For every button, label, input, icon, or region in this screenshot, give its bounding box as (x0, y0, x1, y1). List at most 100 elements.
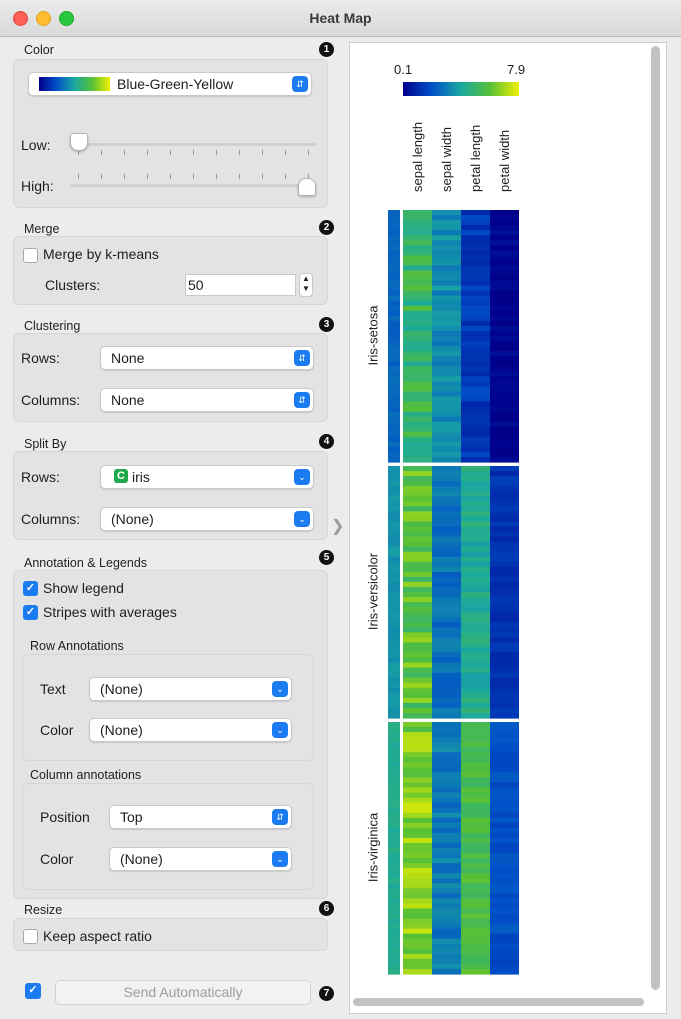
row-group-label: Iris-virginica (365, 812, 381, 883)
column-color-label: Color (40, 851, 74, 867)
clustering-columns-select[interactable]: None ⇵ (100, 388, 314, 412)
horizontal-scrollbar[interactable] (353, 998, 644, 1006)
clustering-rows-value: None (111, 350, 145, 366)
slider-tick (308, 174, 309, 179)
slider-thumb[interactable] (70, 133, 88, 151)
title-bar: Heat Map (0, 0, 681, 37)
split-columns-value: (None) (111, 511, 154, 527)
high-slider[interactable] (70, 171, 316, 201)
chevron-updown-icon: ⇵ (294, 350, 310, 366)
color-box: Blue-Green-Yellow ⇵ Low: High: (13, 59, 328, 208)
position-label: Position (40, 809, 90, 825)
chevron-right-icon[interactable]: ❯ (331, 518, 345, 535)
clustering-section-title: Clustering (24, 319, 81, 333)
slider-tick (147, 150, 148, 155)
badge-6: 6 (319, 901, 334, 916)
row-text-value: (None) (100, 681, 143, 697)
slider-tick (101, 150, 102, 155)
column-color-value: (None) (120, 851, 163, 867)
chevron-updown-icon: ⇵ (272, 809, 288, 825)
badge-7: 7 (319, 986, 334, 1001)
clusters-value: 50 (188, 277, 204, 293)
slider-tick (170, 174, 171, 179)
split-columns-select[interactable]: (None) ⌄ (100, 507, 314, 531)
keep-aspect-label: Keep aspect ratio (43, 928, 152, 944)
merge-section-title: Merge (24, 222, 60, 236)
window-title: Heat Map (309, 10, 372, 26)
stripes-label: Stripes with averages (43, 604, 177, 620)
slider-tick (262, 150, 263, 155)
chevron-down-icon: ⌄ (272, 681, 288, 697)
slider-tick (147, 174, 148, 179)
stripes-checkbox[interactable]: ✓ (23, 605, 38, 620)
show-legend-checkbox[interactable]: ✓ (23, 581, 38, 596)
slider-tick (78, 150, 79, 155)
row-text-select[interactable]: (None) ⌄ (89, 677, 292, 701)
row-annotations-title: Row Annotations (30, 639, 124, 653)
clustering-rows-select[interactable]: None ⇵ (100, 346, 314, 370)
clustering-rows-label: Rows: (21, 350, 60, 366)
row-color-value: (None) (100, 722, 143, 738)
slider-tick (170, 150, 171, 155)
keep-aspect-checkbox[interactable] (23, 929, 38, 944)
split-section-title: Split By (24, 437, 67, 451)
chevron-down-icon: ⌄ (272, 851, 288, 867)
badge-3: 3 (319, 317, 334, 332)
row-annotations-box: Text (None) ⌄ Color (None) ⌄ (22, 654, 314, 761)
merge-checkbox[interactable] (23, 248, 38, 263)
slider-track (70, 143, 316, 146)
slider-tick (262, 174, 263, 179)
slider-tick (239, 150, 240, 155)
row-color-select[interactable]: (None) ⌄ (89, 718, 292, 742)
chevron-down-icon: ⌄ (294, 469, 310, 485)
chevron-updown-icon: ⇵ (292, 76, 308, 92)
palette-name: Blue-Green-Yellow (117, 76, 234, 92)
chevron-down-icon: ⌄ (294, 511, 310, 527)
slider-tick (124, 150, 125, 155)
column-annotations-title: Column annotations (30, 768, 142, 782)
split-columns-label: Columns: (21, 511, 81, 527)
slider-thumb[interactable] (298, 178, 316, 196)
slider-track (70, 184, 316, 187)
column-annotations-box: Position Top ⇵ Color (None) ⌄ (22, 783, 314, 890)
close-window-button[interactable] (13, 11, 28, 26)
row-group-label: Iris-setosa (365, 305, 381, 366)
resize-section-title: Resize (24, 903, 63, 917)
merge-box: Merge by k-means Clusters: 50 ▲ ▼ (13, 236, 328, 305)
clustering-columns-label: Columns: (21, 392, 81, 408)
clustering-columns-value: None (111, 392, 145, 408)
row-text-label: Text (40, 681, 66, 697)
badge-5: 5 (319, 550, 334, 565)
column-label: petal length (468, 124, 483, 192)
color-section-title: Color (24, 43, 54, 57)
split-rows-select[interactable]: C iris ⌄ (100, 465, 314, 489)
slider-tick (308, 150, 309, 155)
minimize-window-button[interactable] (36, 11, 51, 26)
clusters-stepper[interactable]: ▲ ▼ (299, 273, 313, 297)
slider-tick (239, 174, 240, 179)
position-select[interactable]: Top ⇵ (109, 805, 292, 829)
badge-4: 4 (319, 434, 334, 449)
column-color-select[interactable]: (None) ⌄ (109, 847, 292, 871)
show-legend-label: Show legend (43, 580, 124, 596)
slider-tick (216, 150, 217, 155)
palette-select[interactable]: Blue-Green-Yellow ⇵ (28, 72, 312, 96)
resize-box: Keep aspect ratio (13, 918, 328, 951)
low-label: Low: (21, 137, 51, 153)
slider-tick (216, 174, 217, 179)
slider-tick (78, 174, 79, 179)
clustering-box: Rows: None ⇵ Columns: None ⇵ (13, 333, 328, 422)
column-label: petal width (497, 129, 512, 192)
auto-send-checkbox[interactable]: ✓ (25, 983, 41, 999)
high-label: High: (21, 178, 54, 194)
slider-tick (285, 174, 286, 179)
slider-tick (124, 174, 125, 179)
slider-tick (101, 174, 102, 179)
vertical-scrollbar[interactable] (651, 46, 660, 990)
maximize-window-button[interactable] (59, 11, 74, 26)
low-slider[interactable] (70, 130, 316, 160)
clusters-spinbox[interactable]: 50 (185, 274, 296, 296)
split-rows-label: Rows: (21, 469, 60, 485)
send-automatically-button[interactable]: Send Automatically (55, 980, 311, 1005)
